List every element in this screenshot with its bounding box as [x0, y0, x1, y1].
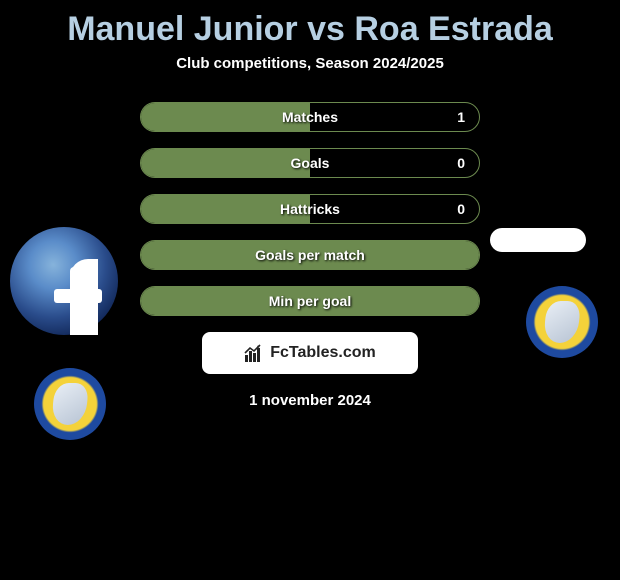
- page-title: Manuel Junior vs Roa Estrada: [0, 0, 620, 55]
- player-avatar-left: [10, 227, 118, 335]
- stat-label: Matches: [282, 109, 338, 125]
- bar-chart-icon: [244, 343, 264, 363]
- content-area: Matches 1 Goals 0 Hattricks 0 Goals per …: [0, 102, 620, 409]
- stat-label: Hattricks: [280, 201, 340, 217]
- stat-value: 0: [457, 155, 465, 171]
- player-placeholder-right: [490, 228, 586, 252]
- stat-label: Goals: [291, 155, 330, 171]
- stat-row-min-per-goal: Min per goal: [140, 286, 480, 316]
- stat-row-goals-per-match: Goals per match: [140, 240, 480, 270]
- stat-row-matches: Matches 1: [140, 102, 480, 132]
- brand-text: FcTables.com: [270, 344, 376, 362]
- stat-value: 0: [457, 201, 465, 217]
- badge-figure-icon: [51, 383, 89, 425]
- stat-label: Min per goal: [269, 293, 351, 309]
- stat-value: 1: [457, 109, 465, 125]
- badge-figure-icon: [543, 301, 581, 343]
- stat-rows: Matches 1 Goals 0 Hattricks 0 Goals per …: [140, 102, 480, 316]
- stat-fill: [141, 149, 310, 177]
- stat-label: Goals per match: [255, 247, 365, 263]
- facebook-icon: [70, 267, 98, 335]
- club-badge-right: [526, 286, 598, 358]
- brand-box: FcTables.com: [202, 332, 418, 374]
- club-badge-left: [34, 368, 106, 440]
- stat-row-hattricks: Hattricks 0: [140, 194, 480, 224]
- subtitle: Club competitions, Season 2024/2025: [0, 55, 620, 72]
- stat-row-goals: Goals 0: [140, 148, 480, 178]
